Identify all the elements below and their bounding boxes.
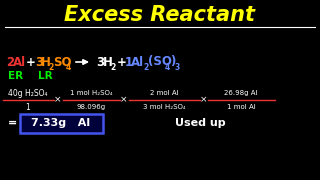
Text: H: H (103, 55, 113, 69)
Text: Excess Reactant: Excess Reactant (65, 5, 255, 25)
Text: ×: × (200, 96, 208, 105)
Text: 1: 1 (125, 55, 133, 69)
Text: 3 mol H₂SO₄: 3 mol H₂SO₄ (143, 104, 185, 110)
Text: 2: 2 (110, 62, 115, 71)
Text: 1: 1 (26, 102, 30, 111)
Text: 2: 2 (48, 62, 53, 71)
Text: H: H (41, 55, 51, 69)
Text: 98.096g: 98.096g (76, 104, 106, 110)
Text: 40g H₂SO₄: 40g H₂SO₄ (8, 89, 48, 98)
Text: ): ) (170, 55, 175, 69)
FancyBboxPatch shape (20, 114, 102, 132)
Text: (SO: (SO (148, 55, 172, 69)
Text: ×: × (120, 96, 128, 105)
Text: 2: 2 (6, 55, 14, 69)
Text: +: + (26, 55, 36, 69)
Text: 2 mol Al: 2 mol Al (150, 90, 178, 96)
Text: 26.98g Al: 26.98g Al (224, 90, 258, 96)
Text: 3: 3 (35, 55, 43, 69)
Text: +: + (117, 55, 127, 69)
Text: 2: 2 (143, 62, 148, 71)
Text: 4: 4 (165, 62, 170, 71)
Text: 3: 3 (175, 62, 180, 71)
Text: Al: Al (13, 55, 26, 69)
Text: LR: LR (38, 71, 52, 81)
Text: ×: × (54, 96, 62, 105)
Text: 4: 4 (66, 62, 71, 71)
Text: Al: Al (131, 55, 144, 69)
Text: 1 mol H₂SO₄: 1 mol H₂SO₄ (70, 90, 112, 96)
Text: Used up: Used up (175, 118, 226, 128)
Text: SO: SO (53, 55, 71, 69)
Text: =: = (8, 118, 17, 128)
Text: 1 mol Al: 1 mol Al (227, 104, 255, 110)
Text: ER: ER (8, 71, 23, 81)
Text: 3: 3 (96, 55, 104, 69)
Text: 7.33g   Al: 7.33g Al (31, 118, 91, 128)
